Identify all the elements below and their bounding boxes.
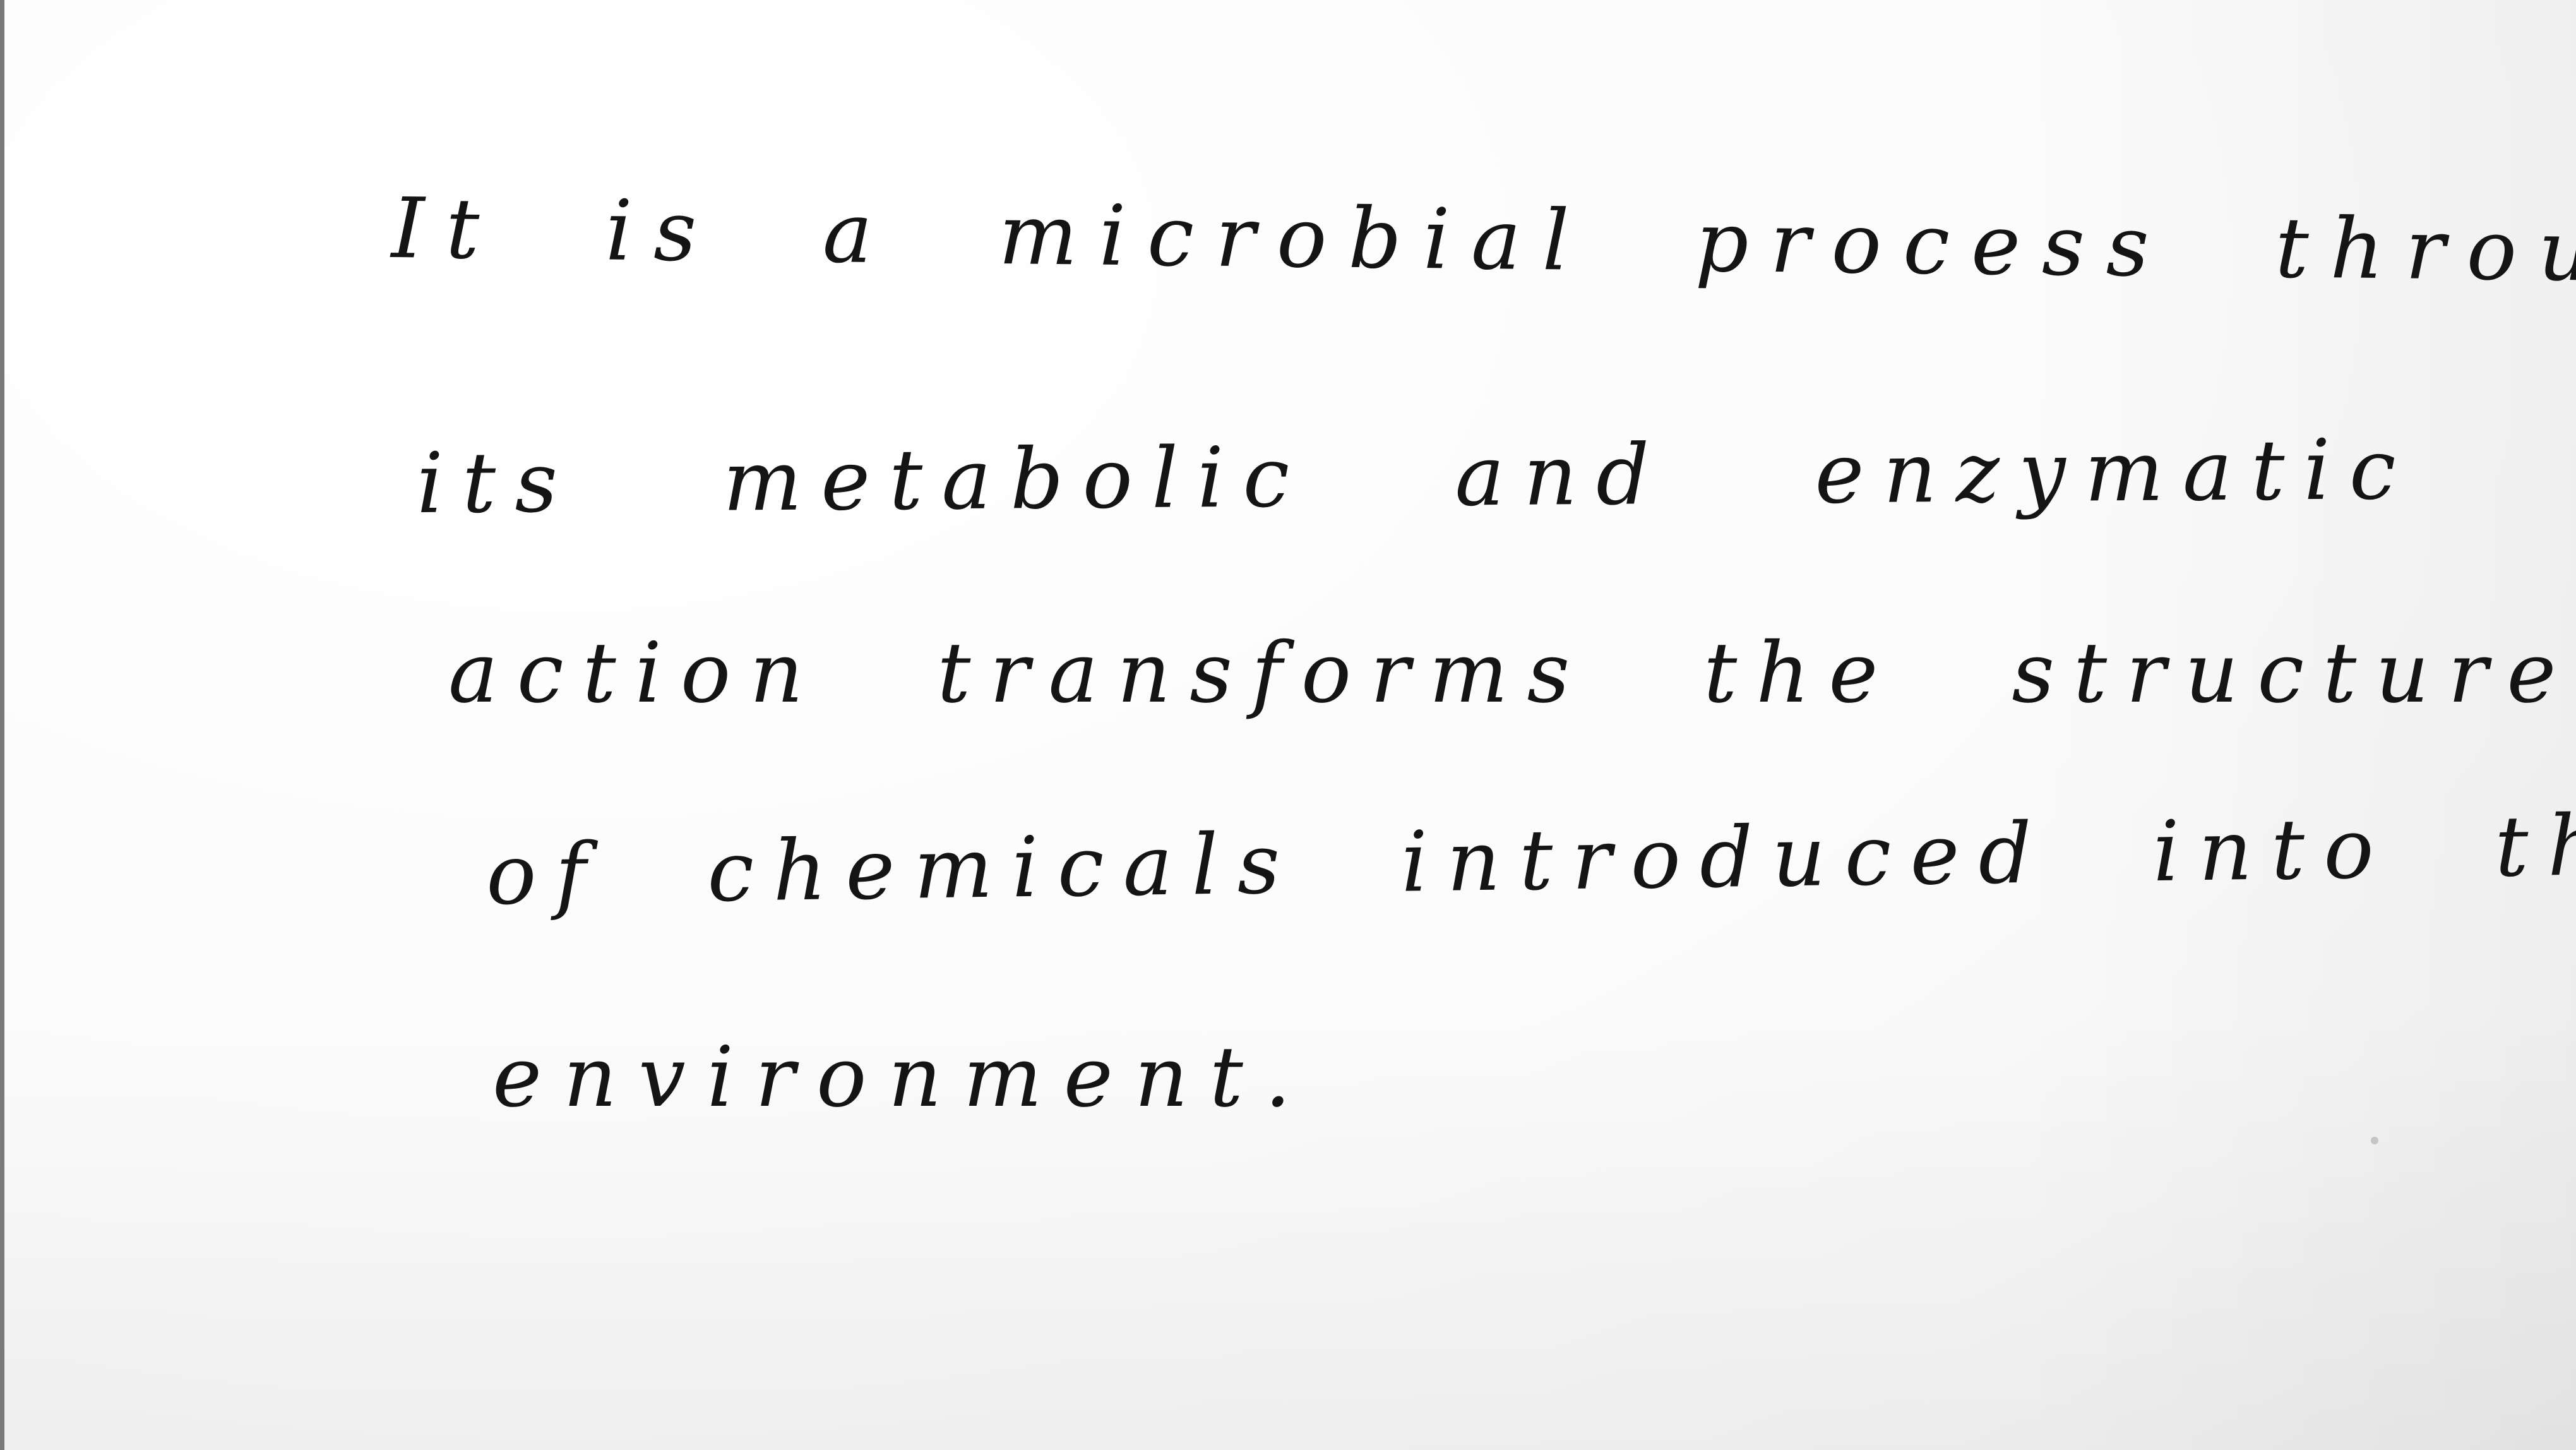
- paper-left-edge: [0, 0, 4, 1450]
- handwritten-line-5: environment.: [492, 1029, 1313, 1126]
- paper-shadow-bottom: [0, 1008, 2576, 1450]
- paper-shadow-right: [2008, 0, 2576, 1450]
- handwritten-line-2: its metabolic and enzymatic: [416, 421, 2416, 532]
- paper-speck: [2371, 1137, 2378, 1144]
- paper-speck: [2133, 688, 2139, 695]
- handwritten-line-1: It is a microbial process through: [391, 180, 2576, 303]
- handwritten-line-3: action transforms the structure: [448, 625, 2575, 722]
- handwritten-line-4: of chemicals introduced into the: [485, 796, 2576, 924]
